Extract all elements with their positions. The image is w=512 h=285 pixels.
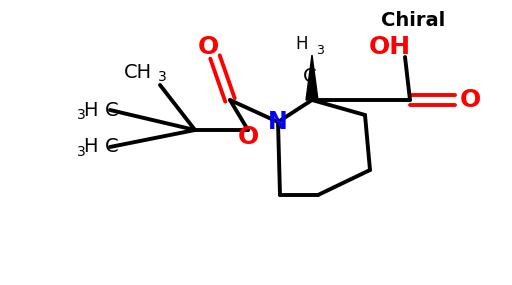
Text: 3: 3	[77, 108, 86, 122]
Text: O: O	[459, 88, 481, 112]
Text: 3: 3	[158, 70, 167, 84]
Text: CH: CH	[124, 62, 152, 82]
Text: C: C	[105, 101, 119, 119]
Text: OH: OH	[369, 35, 411, 59]
Text: H: H	[295, 35, 308, 53]
Text: O: O	[197, 35, 219, 59]
Polygon shape	[306, 55, 318, 100]
Text: O: O	[238, 125, 259, 149]
Text: C: C	[105, 137, 119, 156]
Text: H: H	[83, 137, 98, 156]
Text: C: C	[303, 67, 317, 86]
Text: H: H	[83, 101, 98, 119]
Text: 3: 3	[316, 44, 324, 57]
Text: Chiral: Chiral	[381, 11, 445, 30]
Text: N: N	[268, 110, 288, 134]
Text: 3: 3	[77, 145, 86, 159]
